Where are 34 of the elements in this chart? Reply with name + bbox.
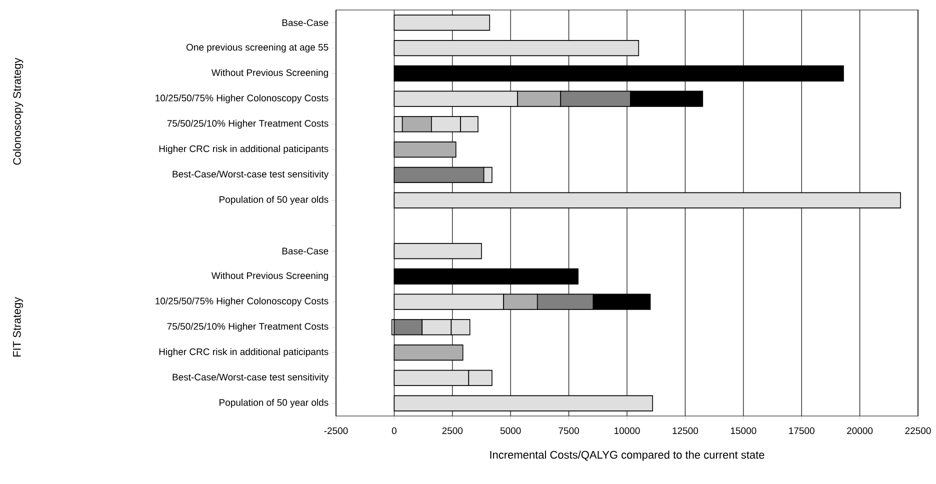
x-tick-label: 20000 <box>847 427 873 434</box>
y-tick-label: Higher CRC risk in additional paticipants <box>159 348 328 357</box>
y-tick-label: Best-Case/Worst-case test sensitivity <box>172 374 329 382</box>
x-tick-label: 15000 <box>730 427 756 434</box>
y-tick-label: 75/50/25/10% Higher Treatment Costs <box>167 322 328 332</box>
x-tick-label: 12500 <box>672 427 698 434</box>
bar <box>394 192 901 208</box>
x-tick-label: 10000 <box>614 427 640 434</box>
x-tick-label: 0 <box>392 427 396 434</box>
y-tick-label: Without Previous Screening <box>211 272 328 281</box>
y-tick-label: 75/50/25/10% Higher Treatment Costs <box>167 120 328 129</box>
bar <box>394 243 482 260</box>
y-tick-label: 10/25/50/75% Higher Colonoscopy Costs <box>156 297 328 306</box>
x-tick-label: -2500 <box>324 427 348 434</box>
y-tick-label: Higher CRC risk in additional paticipants <box>159 145 328 154</box>
x-tick-label: 7500 <box>558 427 579 434</box>
text: Colonoscopy Strategy <box>12 58 24 165</box>
x-tick-label: 2500 <box>442 427 463 434</box>
x-tick-label: 5000 <box>500 427 521 434</box>
bar <box>394 40 640 56</box>
x-tick-label: 17500 <box>789 427 814 434</box>
bar <box>394 14 490 31</box>
y-tick-label: Base-Case <box>282 19 328 26</box>
y-tick-label: Base-Case <box>282 248 328 254</box>
y-tick-label: Population of 50 year olds <box>220 398 328 408</box>
y-tick-label: 10/25/50/75% Higher Colonoscopy Costs <box>156 94 328 104</box>
y-tick-label: Population of 50 year olds <box>220 196 328 205</box>
y-tick-label: Without Previous Screening <box>211 69 328 78</box>
x-axis-title: Incremental Costs/QALYG compared to the current state <box>490 450 764 461</box>
x-tick-label: 22500 <box>905 427 931 434</box>
y-tick-label: Best-Case/Worst-case test sensitivity <box>172 170 329 180</box>
bar <box>394 395 654 412</box>
text: FIT Strategy <box>13 296 23 357</box>
y-tick-label: One previous screening at age 55 <box>186 44 328 52</box>
